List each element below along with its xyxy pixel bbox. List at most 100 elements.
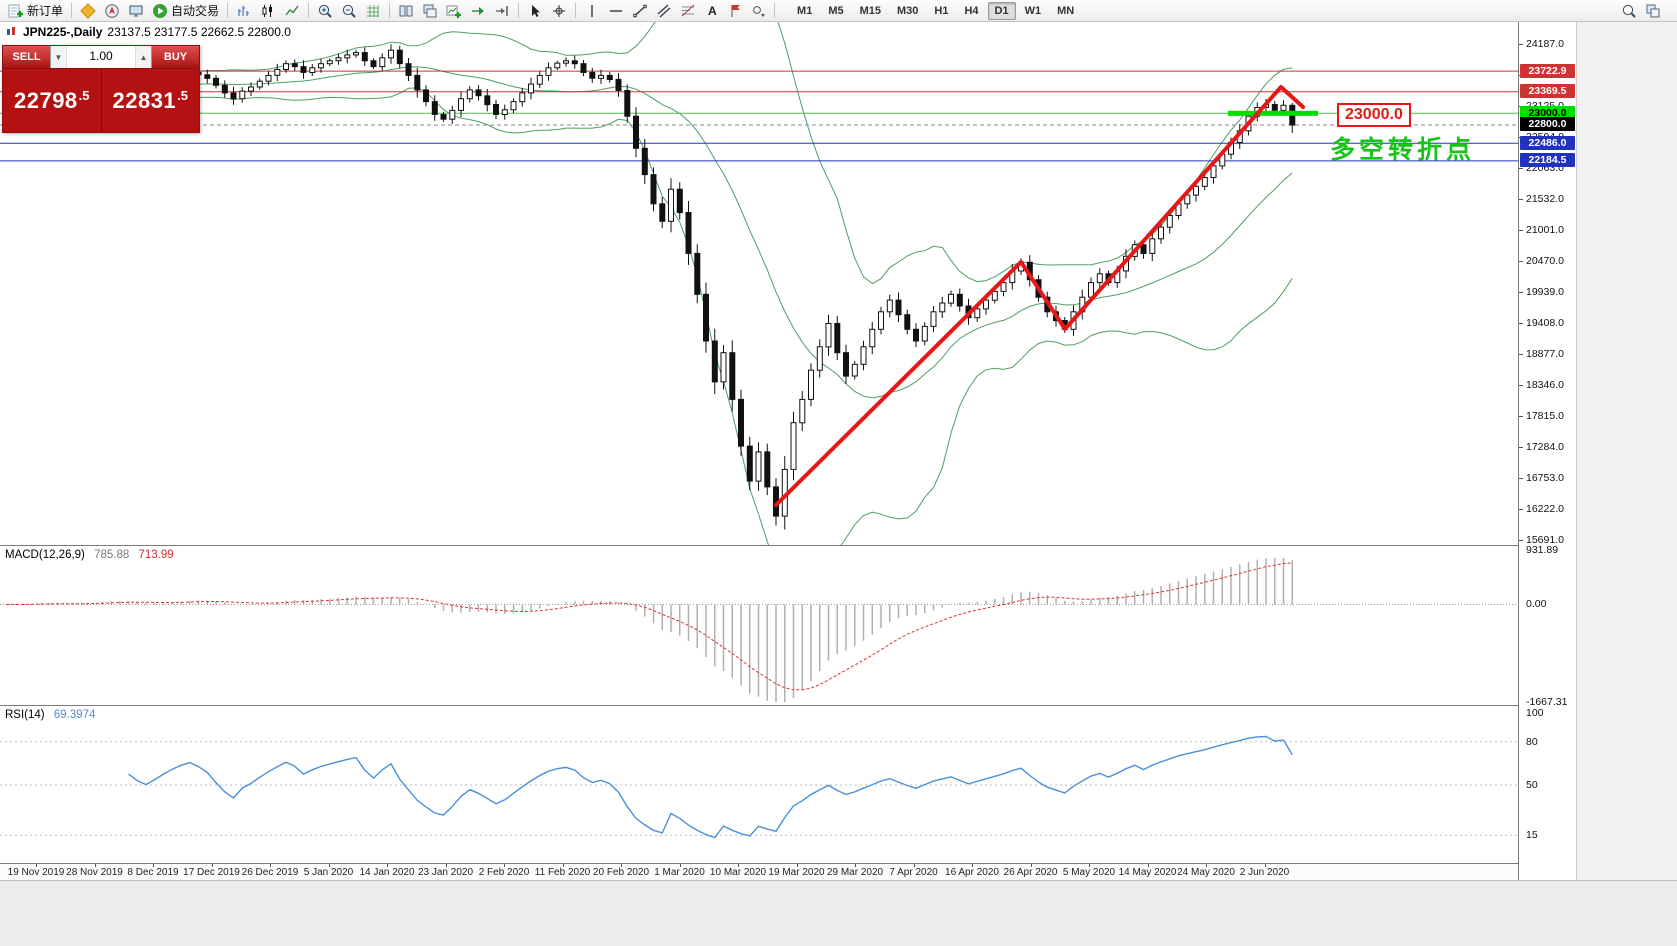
arrows-icon xyxy=(731,4,741,17)
terminal-button[interactable] xyxy=(124,1,148,21)
fibonacci-button[interactable] xyxy=(676,1,700,21)
macd-scale-label: -1667.31 xyxy=(1526,696,1568,708)
sell-price-panel[interactable]: 22798 .5 xyxy=(3,69,102,132)
vertical-line-button[interactable] xyxy=(580,1,604,21)
auto-scroll-button[interactable] xyxy=(466,1,490,21)
time-tick-label: 26 Dec 2019 xyxy=(241,867,299,878)
time-tick-mark xyxy=(445,864,447,867)
macd-scale-label: 931.89 xyxy=(1526,544,1559,556)
toolbar-right-group xyxy=(1617,1,1665,21)
price-level-chip: 23722.9 xyxy=(1520,63,1575,78)
price-tick-mark xyxy=(1519,509,1523,510)
volume-increment-button[interactable]: ▲ xyxy=(135,46,151,68)
shapes-dropdown-button[interactable] xyxy=(748,1,770,21)
buy-button[interactable]: BUY xyxy=(152,46,199,68)
time-tick-label: 24 May 2020 xyxy=(1177,867,1235,878)
timeframe-mn[interactable]: MN xyxy=(1057,4,1075,17)
timeframe-w1[interactable]: W1 xyxy=(1024,4,1042,17)
pane-separator[interactable] xyxy=(0,705,1576,706)
sell-button[interactable]: SELL xyxy=(3,46,50,68)
rsi-scale-label: 80 xyxy=(1526,735,1538,748)
new-order-button[interactable]: 新订单 xyxy=(4,1,67,21)
marketwatch-icon xyxy=(80,2,96,19)
navigator-icon xyxy=(105,3,119,18)
time-tick-label: 26 Apr 2020 xyxy=(1003,867,1058,878)
bar-chart-button[interactable] xyxy=(232,1,256,21)
search-button[interactable] xyxy=(1617,1,1641,21)
price-tick-label: 18346.0 xyxy=(1526,379,1564,391)
price-tick-mark xyxy=(1519,447,1523,448)
zoom-out-icon xyxy=(342,4,356,18)
rsi-pane[interactable] xyxy=(0,705,1518,863)
macd-pane[interactable] xyxy=(0,545,1518,705)
time-scale[interactable]: 19 Nov 2019 28 Nov 2019 8 Dec 2019 17 Dec 2… xyxy=(0,863,1576,880)
time-tick-label: 28 Nov 2019 xyxy=(66,867,123,878)
price-tick-mark xyxy=(1519,292,1523,293)
price-tick-mark xyxy=(1519,261,1523,262)
rsi-label: RSI(14) 69.3974 xyxy=(5,709,95,721)
candlestick-button[interactable] xyxy=(256,1,280,21)
rsi-name: RSI(14) xyxy=(5,709,45,721)
volume-decrement-button[interactable]: ▼ xyxy=(51,46,67,68)
time-tick-mark xyxy=(679,864,681,867)
grid-button[interactable] xyxy=(361,1,385,21)
time-tick-label: 5 Jan 2020 xyxy=(303,867,354,878)
timeframe-m15[interactable]: M15 xyxy=(859,4,881,17)
horizontal-line-button[interactable] xyxy=(604,1,628,21)
turning-point-note[interactable]: 多空转折点 xyxy=(1330,136,1476,164)
channel-icon xyxy=(657,4,671,17)
time-tick-mark xyxy=(621,864,622,867)
price-scale[interactable]: 24187.023656.023125.022594.022063.021532… xyxy=(1518,22,1576,880)
price-tick-label: 17815.0 xyxy=(1526,410,1564,422)
time-tick-label: 14 Jan 2020 xyxy=(359,867,415,878)
timeframe-m30[interactable]: M30 xyxy=(897,4,919,17)
buy-price-panel[interactable]: 22831 .5 xyxy=(101,69,199,132)
price-annotation-23000[interactable]: 23000.0 xyxy=(1337,103,1411,127)
one-click-trading-panel: SELL ▼ 1.00 ▲ BUY 22798 .5 22831 .5 xyxy=(2,45,200,133)
time-tick-label: 20 Feb 2020 xyxy=(592,867,650,878)
text-tool-button[interactable]: A xyxy=(700,1,724,21)
separator xyxy=(518,3,520,18)
line-chart-button[interactable] xyxy=(280,1,304,21)
timeframe-h4[interactable]: H4 xyxy=(964,4,979,17)
zoom-out-button[interactable] xyxy=(337,1,361,21)
trendline-button[interactable] xyxy=(628,1,652,21)
timeframe-h1[interactable]: H1 xyxy=(934,4,949,17)
time-tick-mark xyxy=(270,864,271,867)
arrows-tool-button[interactable] xyxy=(724,1,748,21)
cascade-windows-button[interactable] xyxy=(418,1,442,21)
tile-windows-button[interactable] xyxy=(394,1,418,21)
new-chart-button[interactable] xyxy=(442,1,466,21)
time-tick-mark xyxy=(1206,864,1207,867)
price-tick-label: 15691.0 xyxy=(1526,534,1564,546)
time-tick-label: 16 Apr 2020 xyxy=(945,867,999,878)
time-tick-label: 19 Nov 2019 xyxy=(7,867,65,878)
price-tick-mark xyxy=(1519,199,1523,200)
price-chart[interactable] xyxy=(0,22,1518,545)
marketwatch-button[interactable] xyxy=(76,1,100,21)
time-tick-label: 29 Mar 2020 xyxy=(826,867,884,878)
timeframe-group: M1 M5 M15 M30 H1 H4 D1 W1 MN xyxy=(789,1,1082,20)
channel-button[interactable] xyxy=(652,1,676,21)
navigator-button[interactable] xyxy=(100,1,124,21)
timeframe-d1[interactable]: D1 xyxy=(987,1,1016,20)
pane-separator[interactable] xyxy=(0,545,1576,546)
time-tick-label: 17 Dec 2019 xyxy=(183,867,240,878)
time-tick-mark xyxy=(562,864,564,867)
layers-button[interactable] xyxy=(1641,1,1665,21)
chart-shift-icon xyxy=(496,5,508,16)
rsi-scale-label: 50 xyxy=(1526,779,1538,791)
time-tick-mark xyxy=(211,864,213,867)
crosshair-button[interactable] xyxy=(547,1,571,21)
chart-shift-button[interactable] xyxy=(490,1,514,21)
layers-icon xyxy=(1646,4,1660,17)
vertical-line-icon xyxy=(591,4,593,17)
volume-input[interactable]: 1.00 xyxy=(89,49,113,63)
time-tick-label: 7 Apr 2020 xyxy=(889,867,938,878)
timeframe-m5[interactable]: M5 xyxy=(828,4,844,17)
zoom-in-button[interactable] xyxy=(313,1,337,21)
cursor-button[interactable] xyxy=(523,1,547,21)
autotrading-button[interactable]: 自动交易 xyxy=(148,1,223,21)
timeframe-m1[interactable]: M1 xyxy=(797,4,813,17)
cursor-icon xyxy=(532,4,541,17)
